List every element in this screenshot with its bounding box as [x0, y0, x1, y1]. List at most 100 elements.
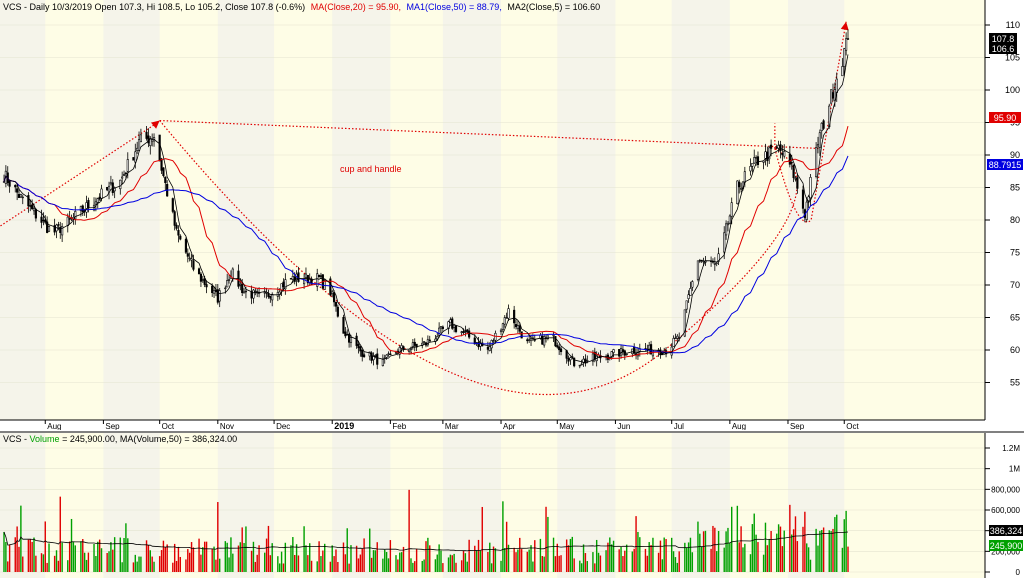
- candle-body: [126, 159, 129, 172]
- candle-body: [175, 224, 178, 229]
- volume-bar: [620, 546, 622, 572]
- volume-bar: [832, 528, 834, 572]
- candle-body: [526, 339, 529, 342]
- volume-bar: [781, 546, 784, 572]
- candle-body: [197, 268, 201, 275]
- ma20-label-box: [989, 112, 1021, 123]
- volume-bar: [639, 537, 641, 572]
- candle-body: [224, 287, 227, 290]
- candle-body: [344, 331, 347, 337]
- volume-bar: [586, 561, 589, 572]
- candle-body: [121, 176, 124, 179]
- candle-body: [160, 158, 163, 171]
- x-tick-label: Jul: [674, 422, 684, 431]
- candle-body: [199, 273, 203, 282]
- volume-bar: [547, 516, 549, 572]
- volume-bar: [305, 545, 307, 572]
- price-tick-label: 110: [1006, 20, 1020, 30]
- volume-bar: [466, 561, 468, 572]
- volume-bar: [475, 550, 478, 572]
- volume-bar: [468, 539, 470, 572]
- volume-bar: [119, 537, 121, 572]
- ma50-label: 88.7915: [989, 160, 1022, 170]
- candle-body: [336, 306, 339, 317]
- candle-body: [139, 134, 142, 143]
- volume-bar: [149, 550, 151, 572]
- price-y-axis: 556065707580859095100105110: [985, 20, 1020, 388]
- volume-bar: [556, 543, 558, 572]
- volume-bar: [843, 519, 845, 572]
- pattern-annotation: cup and handle: [340, 164, 402, 174]
- volume-pane: VCS - Volume = 245,900.00, MA(Volume,50)…: [0, 433, 1023, 578]
- candle-body: [94, 201, 97, 205]
- candle-body: [591, 353, 595, 362]
- volume-bar: [254, 561, 257, 572]
- candle-body: [96, 198, 99, 203]
- candle-body: [794, 178, 797, 180]
- volume-bar: [372, 550, 375, 572]
- volume-bar: [280, 551, 283, 572]
- price-tick-label: 55: [1010, 378, 1020, 388]
- candle-body: [689, 288, 692, 296]
- volume-bar: [399, 552, 401, 572]
- candle-body: [34, 209, 37, 219]
- volume-bar: [282, 563, 285, 572]
- volume-bar: [337, 561, 339, 572]
- candle-body: [171, 198, 174, 212]
- candle-body: [764, 151, 767, 159]
- candle-body: [541, 336, 544, 345]
- volume-bar: [716, 551, 718, 572]
- volume-bar: [704, 530, 707, 572]
- volume-bar: [494, 548, 497, 572]
- volume-bar: [7, 561, 9, 572]
- x-tick-label: Nov: [220, 422, 234, 431]
- volume-bar: [794, 516, 797, 572]
- volume-bar: [447, 557, 450, 572]
- volume-bar: [828, 530, 830, 572]
- candle-body: [254, 290, 257, 293]
- candle-body: [831, 92, 835, 99]
- candle-body: [239, 284, 242, 286]
- volume-bar: [646, 555, 649, 572]
- candle-body: [676, 335, 679, 339]
- candle-body: [385, 354, 388, 358]
- ma5-label-box: [989, 43, 1017, 54]
- volume-bar: [5, 542, 7, 572]
- price-tick-label: 75: [1010, 248, 1020, 258]
- volume-bar: [442, 563, 444, 572]
- month-band: [0, 0, 46, 420]
- candle-body: [567, 358, 570, 362]
- volume-bar: [269, 555, 272, 572]
- candle-body: [359, 346, 362, 352]
- candle-body: [381, 359, 384, 366]
- volume-bar: [554, 556, 557, 572]
- volume-bar: [455, 562, 457, 572]
- candle-body: [696, 260, 700, 280]
- volume-bar: [834, 517, 836, 572]
- candle-body: [738, 181, 741, 188]
- volume-bar: [307, 555, 309, 572]
- candle-body: [151, 139, 154, 142]
- volume-bar: [539, 538, 542, 572]
- candle-body: [468, 330, 471, 338]
- volume-bar: [132, 562, 135, 572]
- volume-bar: [821, 529, 823, 572]
- candle-body: [715, 262, 718, 264]
- volume-bar: [717, 531, 720, 572]
- candle-body: [361, 349, 364, 357]
- volume-bar: [515, 552, 517, 572]
- volume-bar: [309, 543, 311, 572]
- volume-bar: [429, 545, 431, 572]
- candle-body: [439, 326, 443, 329]
- volume-bar: [374, 550, 377, 572]
- month-band: [442, 0, 502, 420]
- volume-bar: [712, 525, 714, 572]
- volume-bar: [670, 537, 673, 572]
- candle-body: [514, 324, 518, 328]
- volume-bar: [792, 529, 795, 572]
- volume-bar: [226, 542, 228, 572]
- volume-bar: [584, 553, 587, 572]
- candle-body: [263, 291, 266, 294]
- volume-ma-label: 386,324: [990, 526, 1023, 536]
- candle-body: [702, 260, 705, 263]
